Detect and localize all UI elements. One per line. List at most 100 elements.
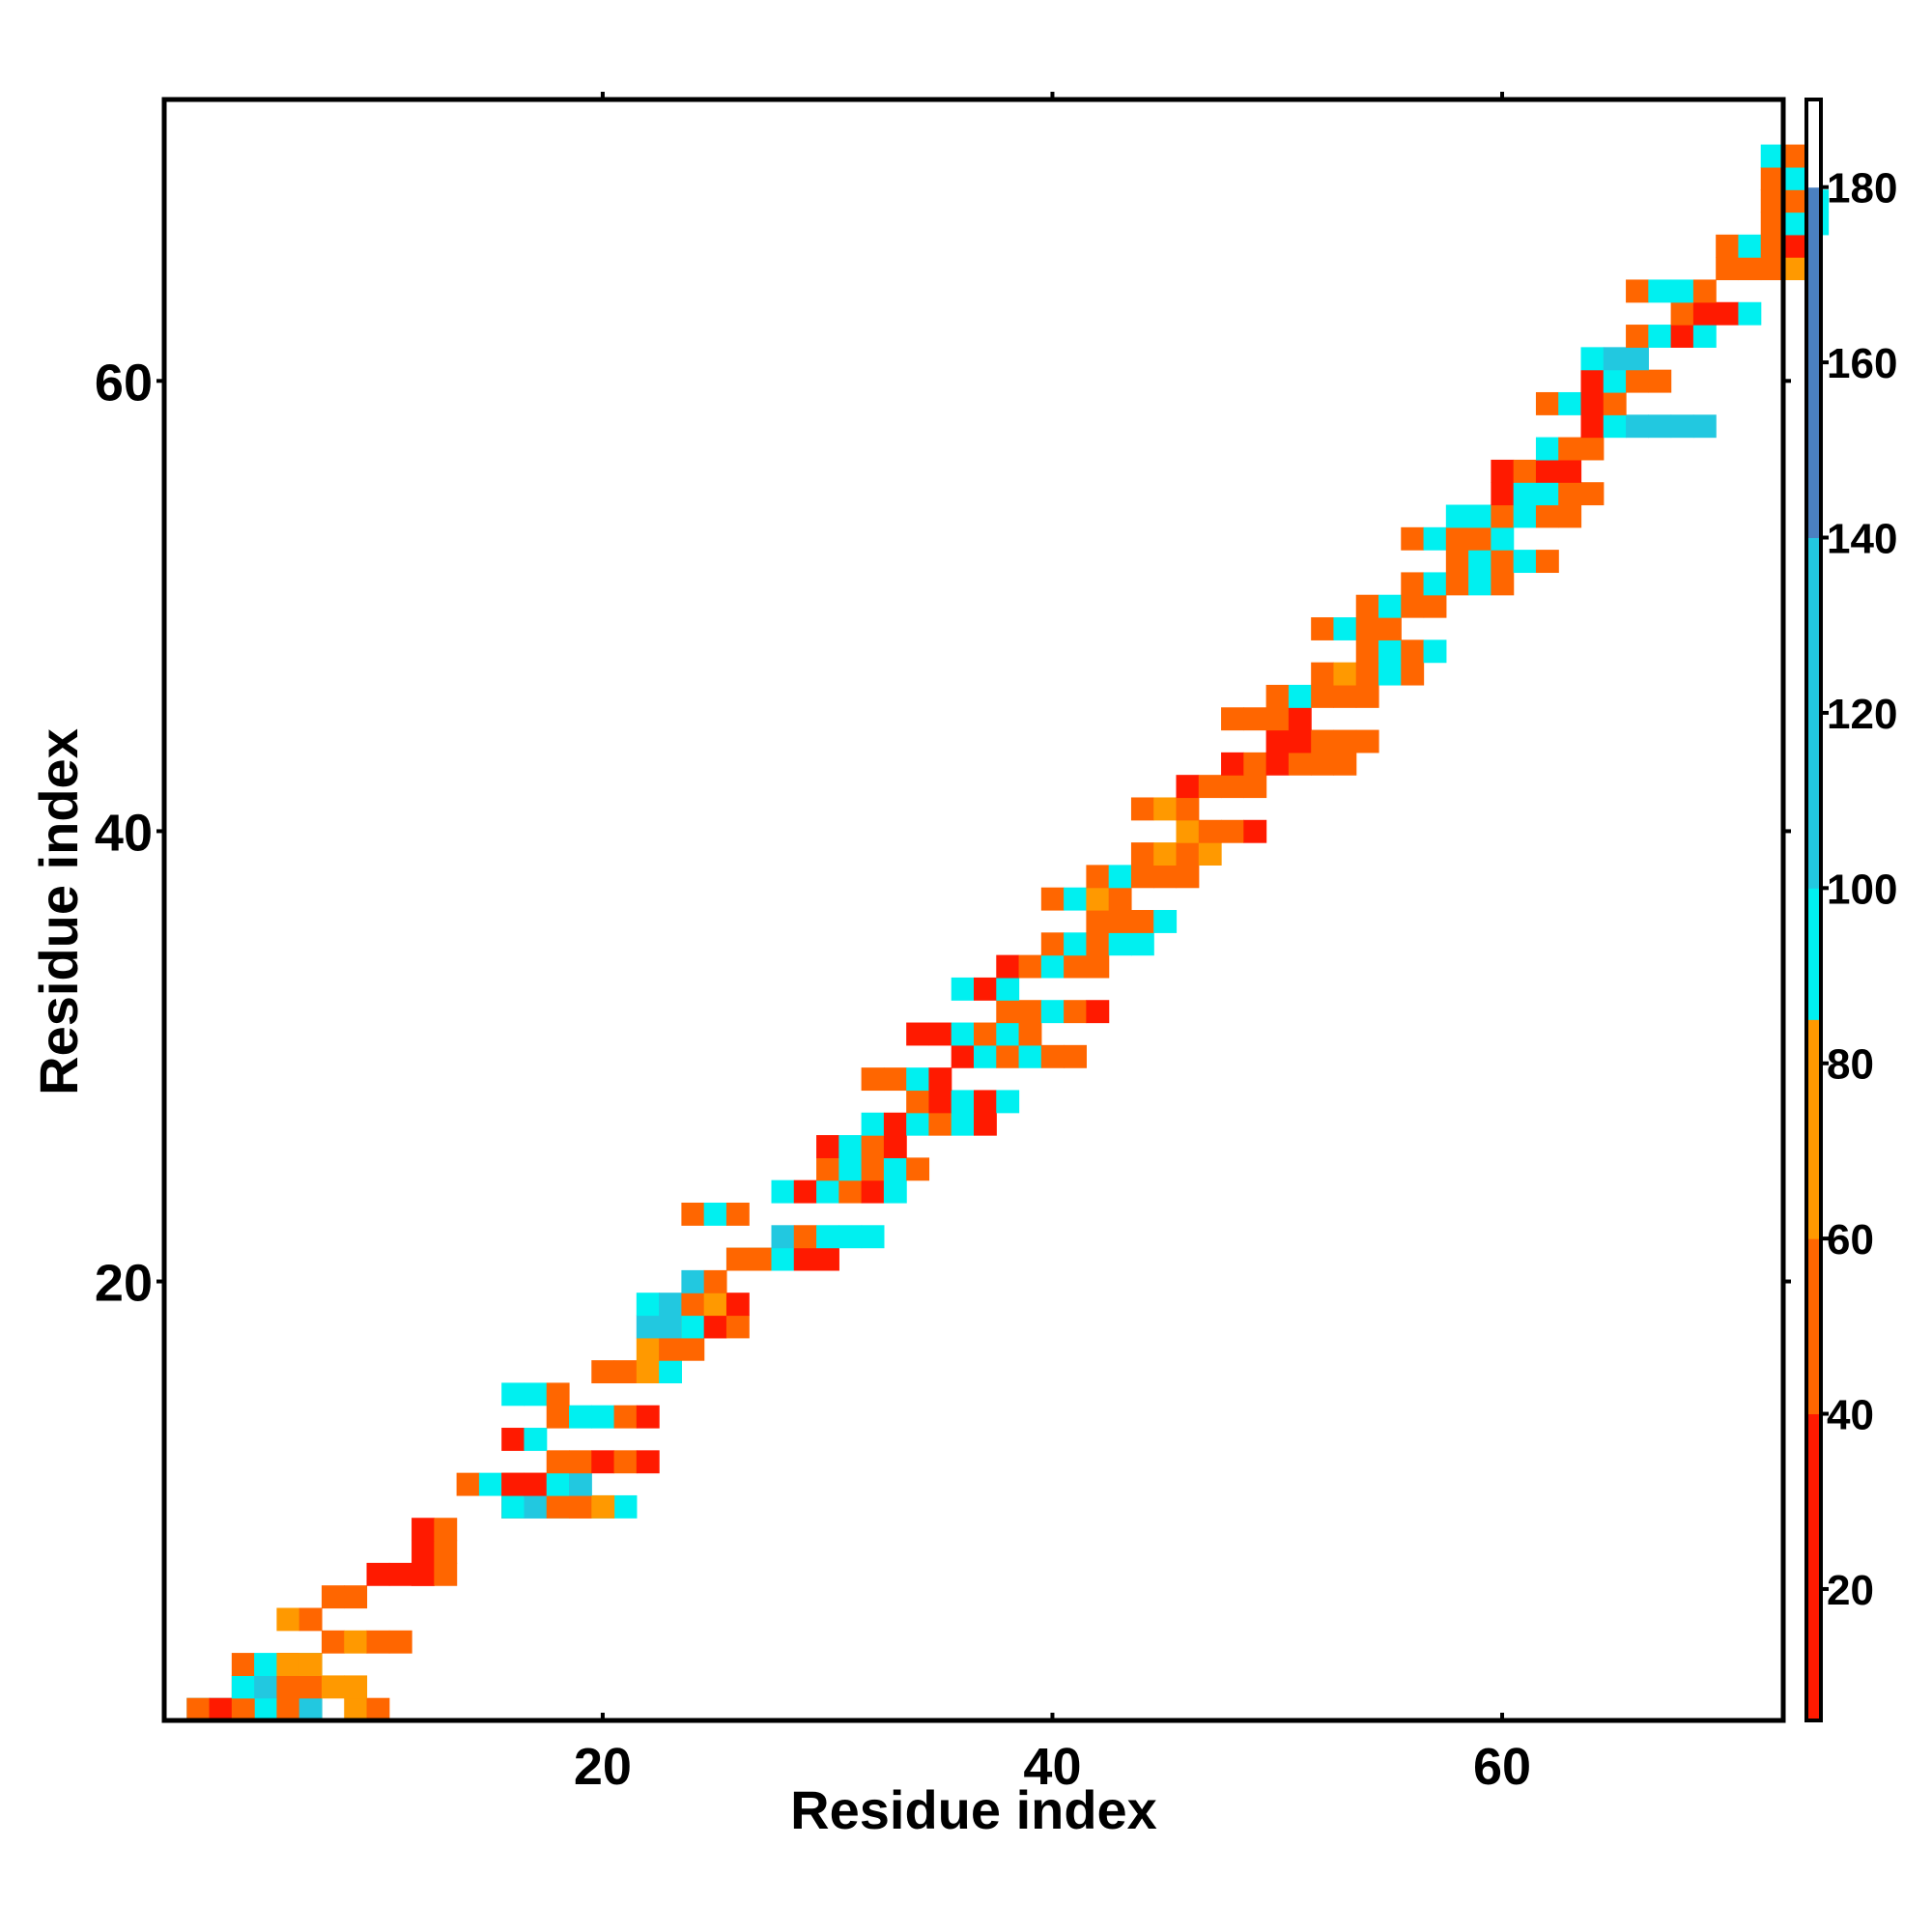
heatmap-cell	[344, 1675, 368, 1699]
heatmap-cell	[1311, 752, 1335, 776]
heatmap-cell	[254, 1653, 277, 1676]
colorbar-segment	[1806, 99, 1821, 188]
x-axis-title: Residue index	[790, 1779, 1157, 1840]
heatmap-cell	[1086, 910, 1110, 933]
heatmap-cell	[1086, 954, 1110, 979]
heatmap-cell	[1423, 526, 1447, 551]
colorbar-tick-label: 120	[1827, 691, 1897, 738]
heatmap-cell	[186, 1697, 211, 1721]
colorbar-segment	[1806, 1019, 1821, 1239]
heatmap-cell	[974, 1112, 997, 1136]
heatmap-cell	[1243, 752, 1267, 776]
colorbar: 20 40 60 80 100 120 140 160 180	[1804, 98, 1897, 1722]
heatmap-cell	[749, 1247, 773, 1271]
heatmap-cell	[412, 1562, 435, 1586]
heatmap-cell	[996, 1090, 1020, 1114]
heatmap-cell	[1198, 842, 1222, 866]
heatmap-cell	[1288, 752, 1312, 776]
heatmap-cell	[771, 1225, 795, 1249]
heatmap-cell	[1580, 482, 1605, 506]
heatmap-cell	[883, 1157, 907, 1181]
heatmap-cell	[1333, 662, 1357, 686]
heatmap-cell	[1535, 437, 1559, 461]
heatmap-cell	[1130, 842, 1154, 866]
heatmap-cell	[1648, 279, 1672, 303]
heatmap-cell	[1603, 391, 1627, 415]
heatmap-cell	[996, 1022, 1020, 1046]
heatmap-cell	[1603, 347, 1627, 371]
heatmap-cell	[344, 1697, 368, 1721]
heatmap-cell	[569, 1494, 592, 1519]
heatmap-cell	[1243, 819, 1267, 843]
heatmap-cell	[793, 1179, 817, 1204]
heatmap-cell	[456, 1472, 480, 1496]
heatmap-cell	[1108, 865, 1132, 889]
heatmap-cell	[1153, 842, 1178, 866]
heatmap-cell	[1580, 391, 1605, 415]
heatmap-cell	[659, 1315, 682, 1339]
heatmap-cell	[1018, 954, 1042, 979]
heatmap-cell	[501, 1472, 526, 1496]
heatmap-cell	[1288, 707, 1312, 731]
heatmap-cell	[1580, 437, 1605, 461]
heatmap-cell	[1378, 594, 1402, 618]
heatmap-cell	[1221, 819, 1244, 843]
heatmap-cell	[816, 1225, 839, 1249]
heatmap-cell	[1738, 301, 1762, 326]
y-tick-label: 20	[95, 1255, 153, 1313]
heatmap-cell	[569, 1405, 592, 1429]
heatmap-cell	[906, 1067, 930, 1092]
heatmap-cell	[1535, 550, 1559, 574]
heatmap-cell	[1378, 639, 1402, 664]
heatmap-cell	[974, 1022, 997, 1046]
heatmap-cell	[546, 1494, 570, 1519]
colorbar-tick-label: 60	[1827, 1216, 1874, 1264]
heatmap-cell	[1040, 887, 1065, 911]
heatmap-cell	[1176, 797, 1200, 821]
heatmap-cell	[1265, 729, 1290, 753]
colorbar-tick-label: 80	[1827, 1041, 1874, 1089]
heatmap-cell	[1760, 189, 1784, 213]
heatmap-cell	[838, 1157, 863, 1181]
heatmap-cell	[1108, 932, 1132, 956]
heatmap-cell	[478, 1472, 502, 1496]
heatmap-cell	[636, 1337, 660, 1361]
heatmap-cell	[366, 1630, 390, 1654]
heatmap-cell	[298, 1675, 323, 1699]
heatmap-cell	[1580, 347, 1605, 371]
heatmap-cell	[1176, 819, 1200, 843]
heatmap-cell	[928, 1090, 952, 1114]
heatmap-cell	[1513, 504, 1537, 528]
heatmap-cell	[412, 1518, 435, 1542]
heatmap-cell	[546, 1472, 570, 1496]
heatmap-cell	[636, 1360, 660, 1384]
heatmap-cell	[1491, 572, 1515, 596]
heatmap-cell	[1333, 617, 1357, 640]
heatmap-cell	[703, 1315, 727, 1339]
heatmap-cell	[1153, 865, 1178, 889]
heatmap-cell	[1311, 729, 1335, 753]
heatmap-cell	[1176, 775, 1200, 799]
y-tick-label: 40	[95, 804, 153, 862]
heatmap-cell	[501, 1494, 526, 1519]
heatmap-cell	[1221, 707, 1244, 731]
heatmap-cell	[1064, 1044, 1087, 1068]
heatmap-cell	[771, 1179, 795, 1204]
heatmap-cell	[951, 1044, 975, 1068]
heatmap-cell	[1064, 1000, 1087, 1024]
heatmap-cell	[1445, 550, 1469, 574]
heatmap-cell	[1670, 325, 1694, 348]
heatmap-cell	[636, 1293, 660, 1317]
y-tick-label: 60	[95, 354, 153, 412]
heatmap-cell	[1130, 797, 1154, 821]
heatmap-cell	[928, 1112, 952, 1136]
heatmap-cell	[1670, 414, 1694, 439]
heatmap-cell	[231, 1697, 255, 1721]
heatmap-cell	[344, 1585, 368, 1609]
heatmap-cell	[231, 1675, 255, 1699]
heatmap-cell	[1153, 910, 1178, 933]
heatmap-cell	[524, 1494, 548, 1519]
heatmap-cell	[591, 1450, 615, 1474]
heatmap-cell	[1198, 819, 1222, 843]
